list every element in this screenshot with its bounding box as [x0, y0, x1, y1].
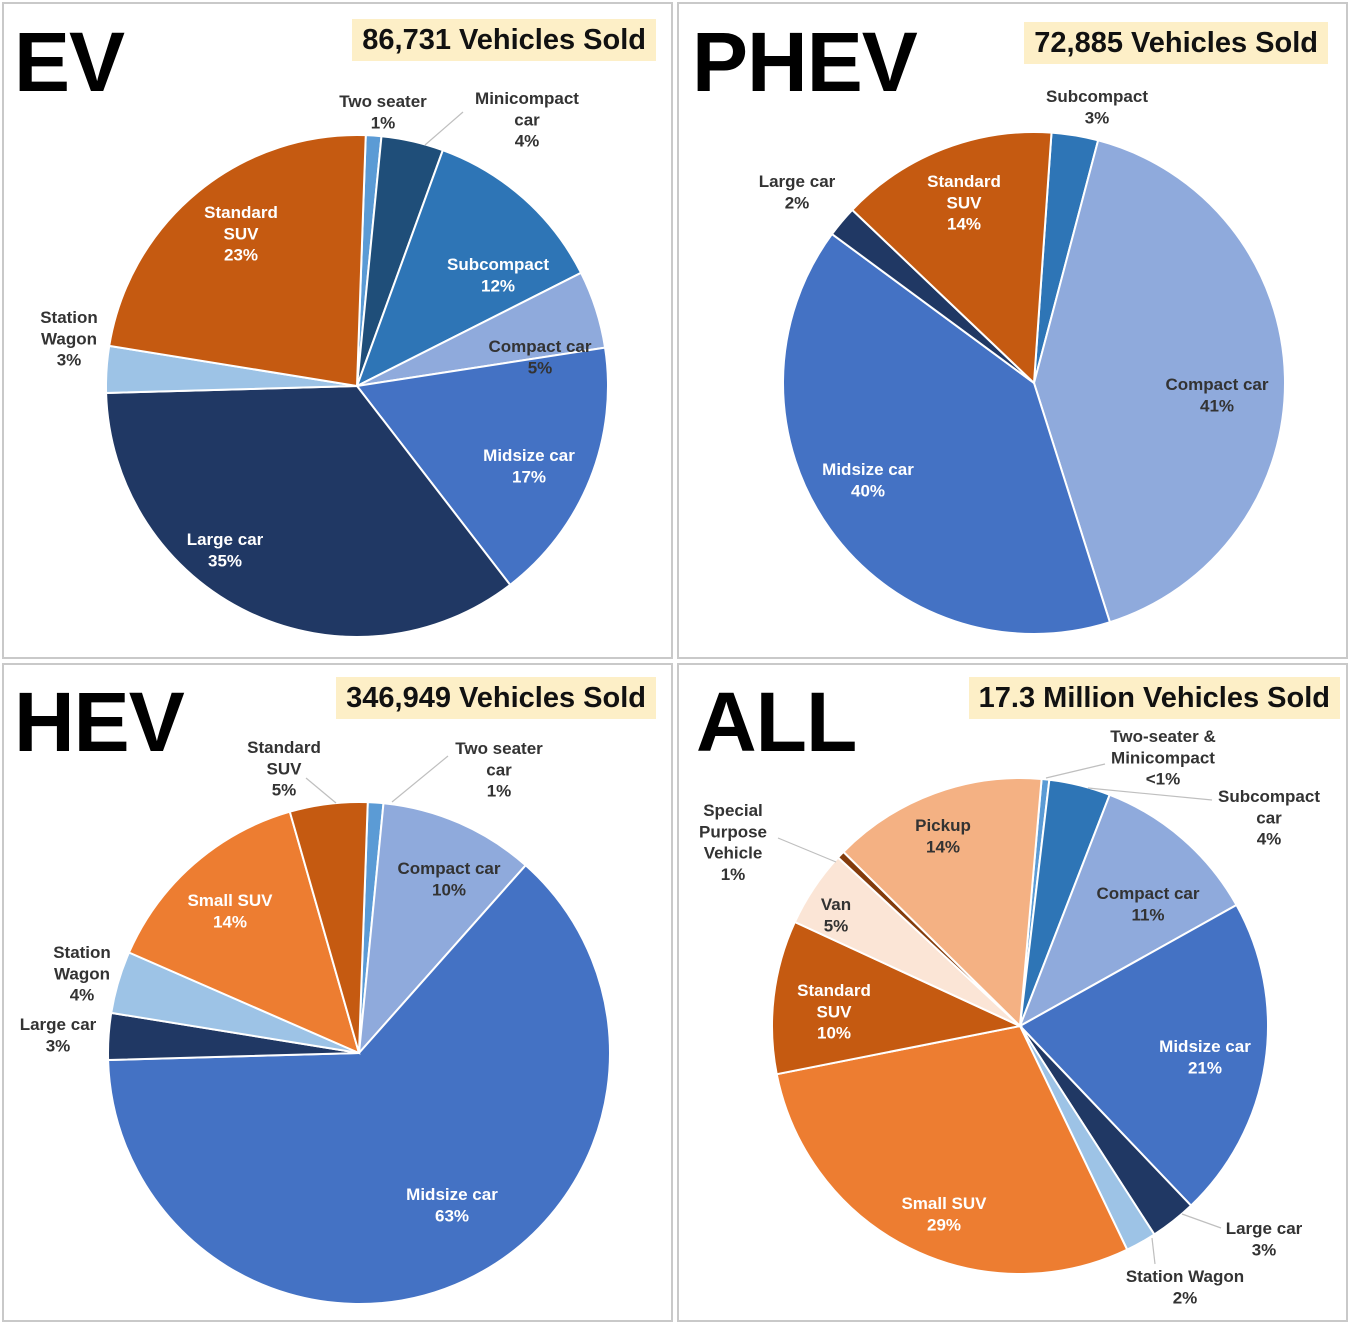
slice-label-small-suv: Small SUV 29%: [901, 1194, 987, 1234]
phev-title: PHEV: [692, 15, 918, 109]
slice-label-midsize: Midsize car 21%: [1159, 1037, 1251, 1077]
slice-label-compact: Compact car 11%: [1097, 884, 1200, 924]
slice-label-pickup: Pickup 14%: [915, 816, 971, 856]
slice-label-special: Special Purpose Vehicle 1%: [699, 801, 767, 884]
pie-slice-small-suv: [127, 810, 361, 1055]
hev-title: HEV: [14, 675, 185, 769]
pie-slice-subcompact: [355, 148, 583, 389]
pie-slice-small-suv: [775, 1024, 1129, 1275]
slice-label-subcompact: Subcompact car 4%: [1218, 787, 1320, 849]
slice-label-van: Van 5%: [821, 895, 851, 935]
leader-line: [424, 111, 464, 146]
pie-slice-midsize: [1018, 903, 1269, 1208]
slice-label-large: Large car 2%: [759, 172, 836, 212]
slice-label-subcompact: Subcompact 3%: [1046, 87, 1148, 127]
ev-title: EV: [14, 15, 125, 109]
slice-label-standard-suv: Standard SUV 5%: [247, 738, 321, 800]
slice-label-subcompact: Subcompact 12%: [447, 255, 549, 295]
pie-slice-pickup: [842, 777, 1043, 1029]
pie-slice-standard-suv: [288, 801, 369, 1054]
slice-label-station-wagon: Station Wagon 2%: [1126, 1267, 1244, 1307]
leader-line: [305, 777, 337, 804]
ev-vehicles-sold: 86,731 Vehicles Sold: [352, 19, 656, 61]
slice-label-small-suv: Small SUV 14%: [187, 891, 273, 931]
slice-label-station-wagon: Station Wagon 3%: [40, 308, 98, 370]
pie-slice-large: [105, 384, 512, 638]
ev-pie: Two seater 1% Minicompact car 4% Subcompact 12…: [40, 89, 609, 638]
slice-label-midsize: Midsize car 63%: [406, 1185, 498, 1225]
slice-label-two-seater: Two seater 1%: [339, 92, 427, 132]
all-pie: Two-seater & Minicompact <1%Subcompact car 4…: [699, 727, 1320, 1307]
leader-line: [391, 755, 449, 803]
slice-label-two-seater: Two-seater & Minicompact <1%: [1110, 727, 1216, 789]
slice-label-large: Large car 3%: [1226, 1219, 1303, 1259]
slice-label-standard-suv: Standard SUV 23%: [204, 203, 278, 265]
hev-vehicles-sold: 346,949 Vehicles Sold: [336, 677, 656, 719]
leader-line: [1151, 1237, 1156, 1265]
pie-slice-midsize: [107, 863, 611, 1305]
pie-slice-compact: [1018, 793, 1238, 1029]
pie-slice-compact: [1032, 139, 1286, 624]
leader-line: [1045, 763, 1106, 779]
leader-line: [777, 837, 837, 863]
pie-slice-compact: [357, 802, 528, 1056]
slice-label-minicompact: Minicompact car 4%: [475, 89, 579, 151]
slice-label-station-wagon: Station Wagon 4%: [53, 943, 111, 1005]
slice-label-compact: Compact car 41%: [1166, 375, 1269, 415]
slice-label-midsize: Midsize car 17%: [483, 446, 575, 486]
slice-label-two-seater: Two seater car 1%: [455, 739, 543, 801]
slice-label-large: Large car 3%: [20, 1015, 97, 1055]
pie-slice-midsize: [782, 232, 1112, 635]
slice-label-compact: Compact car 10%: [398, 859, 501, 899]
pie-slice-midsize: [355, 346, 609, 587]
all-title: ALL: [696, 675, 857, 769]
phev-vehicles-sold: 72,885 Vehicles Sold: [1024, 22, 1328, 64]
hev-pie: Two seater car 1% Compact car 10% Midsize car…: [20, 738, 611, 1305]
slice-label-compact: Compact car 5%: [489, 337, 592, 377]
leader-line: [1181, 1213, 1222, 1229]
pie-slice-standard-suv: [108, 134, 367, 388]
pie-slice-standard-suv: [850, 131, 1053, 386]
leader-line: [1087, 787, 1213, 801]
slice-label-standard-suv: Standard SUV 14%: [927, 172, 1001, 234]
slice-label-standard-suv: Standard SUV 10%: [797, 981, 871, 1043]
phev-pie: Subcompact 3% Compact car 41% Midsize car 40%…: [759, 87, 1286, 635]
slice-label-large: Large car 35%: [187, 530, 264, 570]
pie-slice-standard-suv: [771, 920, 1024, 1076]
all-vehicles-sold: 17.3 Million Vehicles Sold: [968, 677, 1340, 719]
slice-label-midsize: Midsize car 40%: [822, 460, 914, 500]
